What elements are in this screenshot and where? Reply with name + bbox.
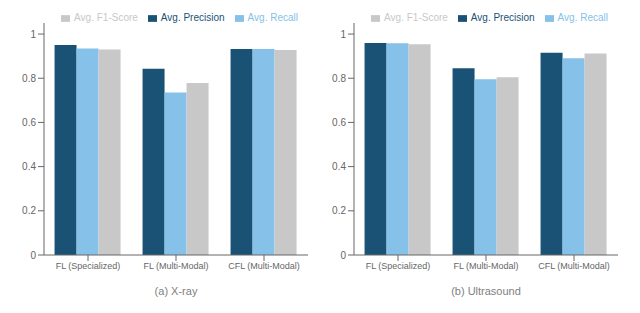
svg-text:0: 0 (340, 250, 346, 261)
svg-text:1: 1 (30, 29, 36, 40)
html-text:Avg. Recall: Avg. Recall (557, 12, 608, 23)
svg-text:FL (Specialized): FL (Specialized) (56, 261, 121, 271)
svg-text:0.2: 0.2 (332, 205, 346, 216)
html-text:Avg. F1-Score: Avg. F1-Score (74, 12, 138, 23)
svg-text:0.2: 0.2 (22, 205, 36, 216)
svg-text:0.8: 0.8 (22, 73, 36, 84)
svg-text:(b) Ultrasound: (b) Ultrasound (451, 285, 521, 297)
svg-text:FL (Multi-Modal): FL (Multi-Modal) (453, 261, 518, 271)
svg-text:CFL (Multi-Modal): CFL (Multi-Modal) (228, 261, 300, 271)
svg-text:FL (Multi-Modal): FL (Multi-Modal) (143, 261, 208, 271)
html-text:Avg. Precision: Avg. Precision (160, 12, 225, 23)
svg-text:CFL (Multi-Modal): CFL (Multi-Modal) (538, 261, 610, 271)
svg-text:0.8: 0.8 (332, 73, 346, 84)
svg-text:(a) X-ray: (a) X-ray (155, 285, 198, 297)
svg-text:0: 0 (30, 250, 36, 261)
svg-text:1: 1 (340, 29, 346, 40)
svg-text:0.6: 0.6 (22, 117, 36, 128)
html-text:Avg. Recall: Avg. Recall (247, 12, 298, 23)
html-text:Avg. F1-Score: Avg. F1-Score (384, 12, 448, 23)
svg-text:FL (Specialized): FL (Specialized) (366, 261, 431, 271)
svg-text:0.6: 0.6 (332, 117, 346, 128)
svg-text:0.4: 0.4 (22, 161, 36, 172)
html-text:Avg. Precision: Avg. Precision (470, 12, 535, 23)
svg-text:0.4: 0.4 (332, 161, 346, 172)
